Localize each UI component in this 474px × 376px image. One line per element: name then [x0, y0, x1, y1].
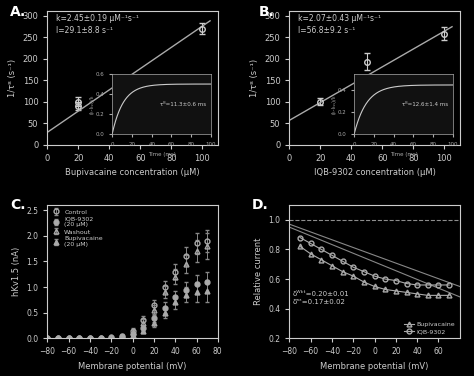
Y-axis label: hKv1.5 (nA): hKv1.5 (nA): [12, 247, 21, 296]
IQB-9302: [404, 281, 410, 286]
Text: A.: A.: [10, 5, 26, 18]
IQB-9302: [361, 269, 367, 274]
Legend: Bupivacaine, IQB-9302: Bupivacaine, IQB-9302: [403, 320, 456, 335]
X-axis label: Bupivacaine concentration (μM): Bupivacaine concentration (μM): [65, 168, 200, 177]
Line: IQB-9302: IQB-9302: [298, 235, 452, 287]
X-axis label: Membrane potential (mV): Membrane potential (mV): [78, 362, 187, 371]
Bupivacaine: [383, 287, 388, 292]
Legend: Control, IQB-9302
(20 μM), Washout, Bupivacaine
(20 μM): Control, IQB-9302 (20 μM), Washout, Bupi…: [51, 208, 104, 249]
Y-axis label: Relative current: Relative current: [254, 238, 263, 305]
Text: δᵂᵏᵗ=0.20±0.01
δᵊᵋ=0.17±0.02: δᵂᵏᵗ=0.20±0.01 δᵊᵋ=0.17±0.02: [293, 291, 349, 305]
Bupivacaine: [447, 293, 452, 298]
Bupivacaine: [372, 284, 377, 289]
Bupivacaine: [404, 290, 410, 295]
X-axis label: Membrane potential (mV): Membrane potential (mV): [320, 362, 429, 371]
Bupivacaine: [297, 244, 303, 249]
Bupivacaine: [436, 293, 441, 298]
Bupivacaine: [393, 289, 399, 293]
Text: B.: B.: [259, 5, 274, 18]
X-axis label: IQB-9302 concentration (μM): IQB-9302 concentration (μM): [314, 168, 436, 177]
Bupivacaine: [425, 293, 431, 298]
Text: k=2.45±0.19 μM⁻¹s⁻¹
l=29.1±8.8 s⁻¹: k=2.45±0.19 μM⁻¹s⁻¹ l=29.1±8.8 s⁻¹: [56, 14, 139, 35]
IQB-9302: [447, 283, 452, 287]
Text: C.: C.: [10, 198, 26, 212]
IQB-9302: [340, 259, 346, 264]
Y-axis label: 1/τᴮ (s⁻¹): 1/τᴮ (s⁻¹): [250, 59, 259, 97]
Line: Bupivacaine: Bupivacaine: [298, 244, 452, 298]
Text: k=2.07±0.43 μM⁻¹s⁻¹
l=56.8±9.2 s⁻¹: k=2.07±0.43 μM⁻¹s⁻¹ l=56.8±9.2 s⁻¹: [298, 14, 381, 35]
Bupivacaine: [350, 274, 356, 278]
IQB-9302: [393, 278, 399, 283]
IQB-9302: [329, 253, 335, 258]
IQB-9302: [414, 283, 420, 287]
Bupivacaine: [308, 252, 313, 256]
Y-axis label: 1/τᴮ (s⁻¹): 1/τᴮ (s⁻¹): [8, 59, 17, 97]
IQB-9302: [350, 265, 356, 270]
IQB-9302: [308, 241, 313, 246]
IQB-9302: [436, 283, 441, 287]
Bupivacaine: [414, 292, 420, 296]
Bupivacaine: [319, 258, 324, 262]
IQB-9302: [372, 274, 377, 278]
Text: D.: D.: [252, 198, 269, 212]
Bupivacaine: [361, 280, 367, 284]
IQB-9302: [425, 283, 431, 287]
Bupivacaine: [329, 264, 335, 268]
IQB-9302: [383, 277, 388, 281]
Bupivacaine: [340, 269, 346, 274]
IQB-9302: [297, 235, 303, 240]
IQB-9302: [319, 247, 324, 252]
